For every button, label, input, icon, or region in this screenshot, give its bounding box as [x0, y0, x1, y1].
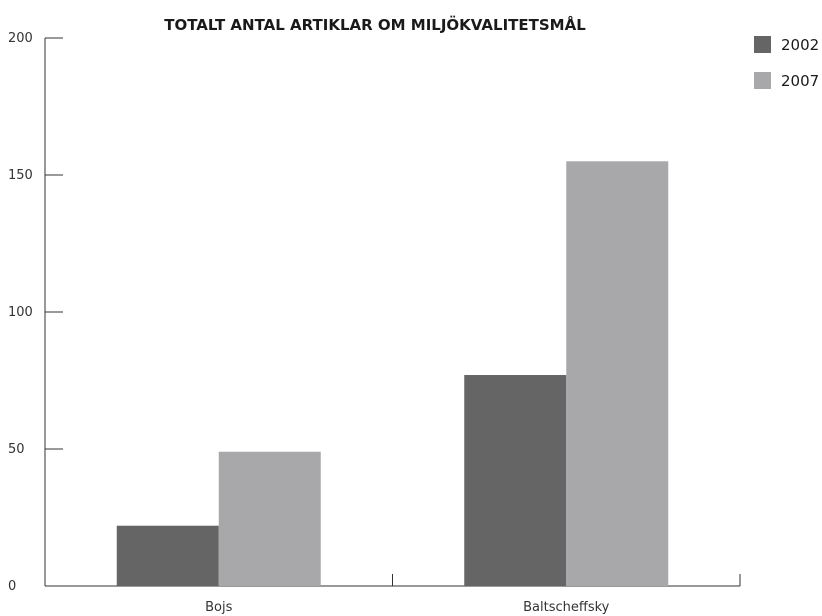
bars [116, 161, 669, 587]
y-ticks: 0 50 100 150 200 [8, 31, 63, 594]
bar-2002-baltscheffsky [464, 375, 567, 586]
chart-title: TOTALT ANTAL ARTIKLAR OM MILJÖKVALITETSM… [164, 15, 586, 34]
bar-2002-bojs [116, 525, 219, 586]
x-category-label: Baltscheffsky [523, 600, 610, 615]
category-labels: Bojs Baltscheffsky [205, 600, 610, 615]
y-tick-label: 200 [8, 31, 33, 46]
bar-2007-bojs [218, 451, 321, 586]
y-tick-label: 0 [8, 579, 16, 594]
legend-swatch-2002 [754, 36, 771, 53]
y-tick-label: 150 [8, 168, 33, 183]
y-tick-label: 50 [8, 442, 25, 457]
legend: 2002 2007 [754, 36, 819, 90]
legend-label: 2007 [781, 72, 819, 90]
x-category-label: Bojs [205, 600, 232, 615]
y-tick-label: 100 [8, 305, 33, 320]
legend-swatch-2007 [754, 72, 771, 89]
bar-2007-baltscheffsky [566, 161, 669, 587]
legend-label: 2002 [781, 36, 819, 54]
